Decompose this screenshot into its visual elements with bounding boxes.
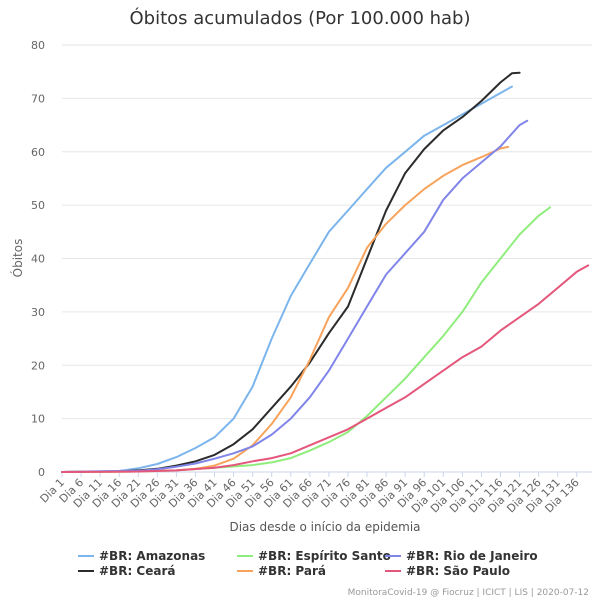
series-lines [61, 71, 590, 473]
y-tick-label: 0 [38, 466, 45, 479]
y-axis-label: Óbitos [10, 239, 25, 278]
y-tick-label: 30 [31, 306, 45, 319]
legend-item[interactable]: #BR: Amazonas [78, 549, 205, 563]
series-line-1[interactable] [61, 71, 521, 473]
legend-label: #BR: Amazonas [99, 549, 205, 563]
y-tick-label: 80 [31, 39, 45, 52]
x-axis-label: Dias desde o início da epidemia [229, 520, 420, 534]
y-tick-label: 20 [31, 359, 45, 372]
chart-title: Óbitos acumulados (Por 100.000 hab) [129, 7, 470, 29]
series-line-2[interactable] [61, 206, 552, 473]
y-axis: 0 10 20 30 40 50 60 70 80 [31, 39, 45, 479]
legend-item[interactable]: #BR: Espírito Santo [237, 549, 391, 563]
legend-label: #BR: Ceará [99, 564, 175, 578]
legend: #BR: Amazonas#BR: Ceará #BR: Espírito San… [78, 549, 538, 578]
y-tick-label: 40 [31, 253, 45, 266]
legend-label: #BR: Rio de Janeiro [406, 549, 538, 563]
legend-item[interactable]: #BR: Ceará [78, 564, 175, 578]
y-tick-label: 70 [31, 92, 45, 105]
legend-label: #BR: Espírito Santo [258, 549, 391, 563]
legend-item[interactable]: #BR: Pará [237, 564, 326, 578]
legend-label: #BR: Pará [258, 564, 326, 578]
series-line-4[interactable] [61, 119, 529, 473]
y-tick-label: 60 [31, 146, 45, 159]
series-line-5[interactable] [61, 264, 590, 473]
series-line-0[interactable] [61, 85, 513, 473]
legend-label: #BR: São Paulo [406, 564, 510, 578]
y-tick-label: 10 [31, 413, 45, 426]
credit-text: MonitoraCovid-19 @ Fiocruz | ICICT | LIS… [348, 588, 589, 598]
legend-item[interactable]: #BR: Rio de Janeiro [385, 549, 538, 563]
legend-item[interactable]: #BR: São Paulo [385, 564, 510, 578]
y-tick-label: 50 [31, 199, 45, 212]
gridlines [62, 44, 592, 473]
